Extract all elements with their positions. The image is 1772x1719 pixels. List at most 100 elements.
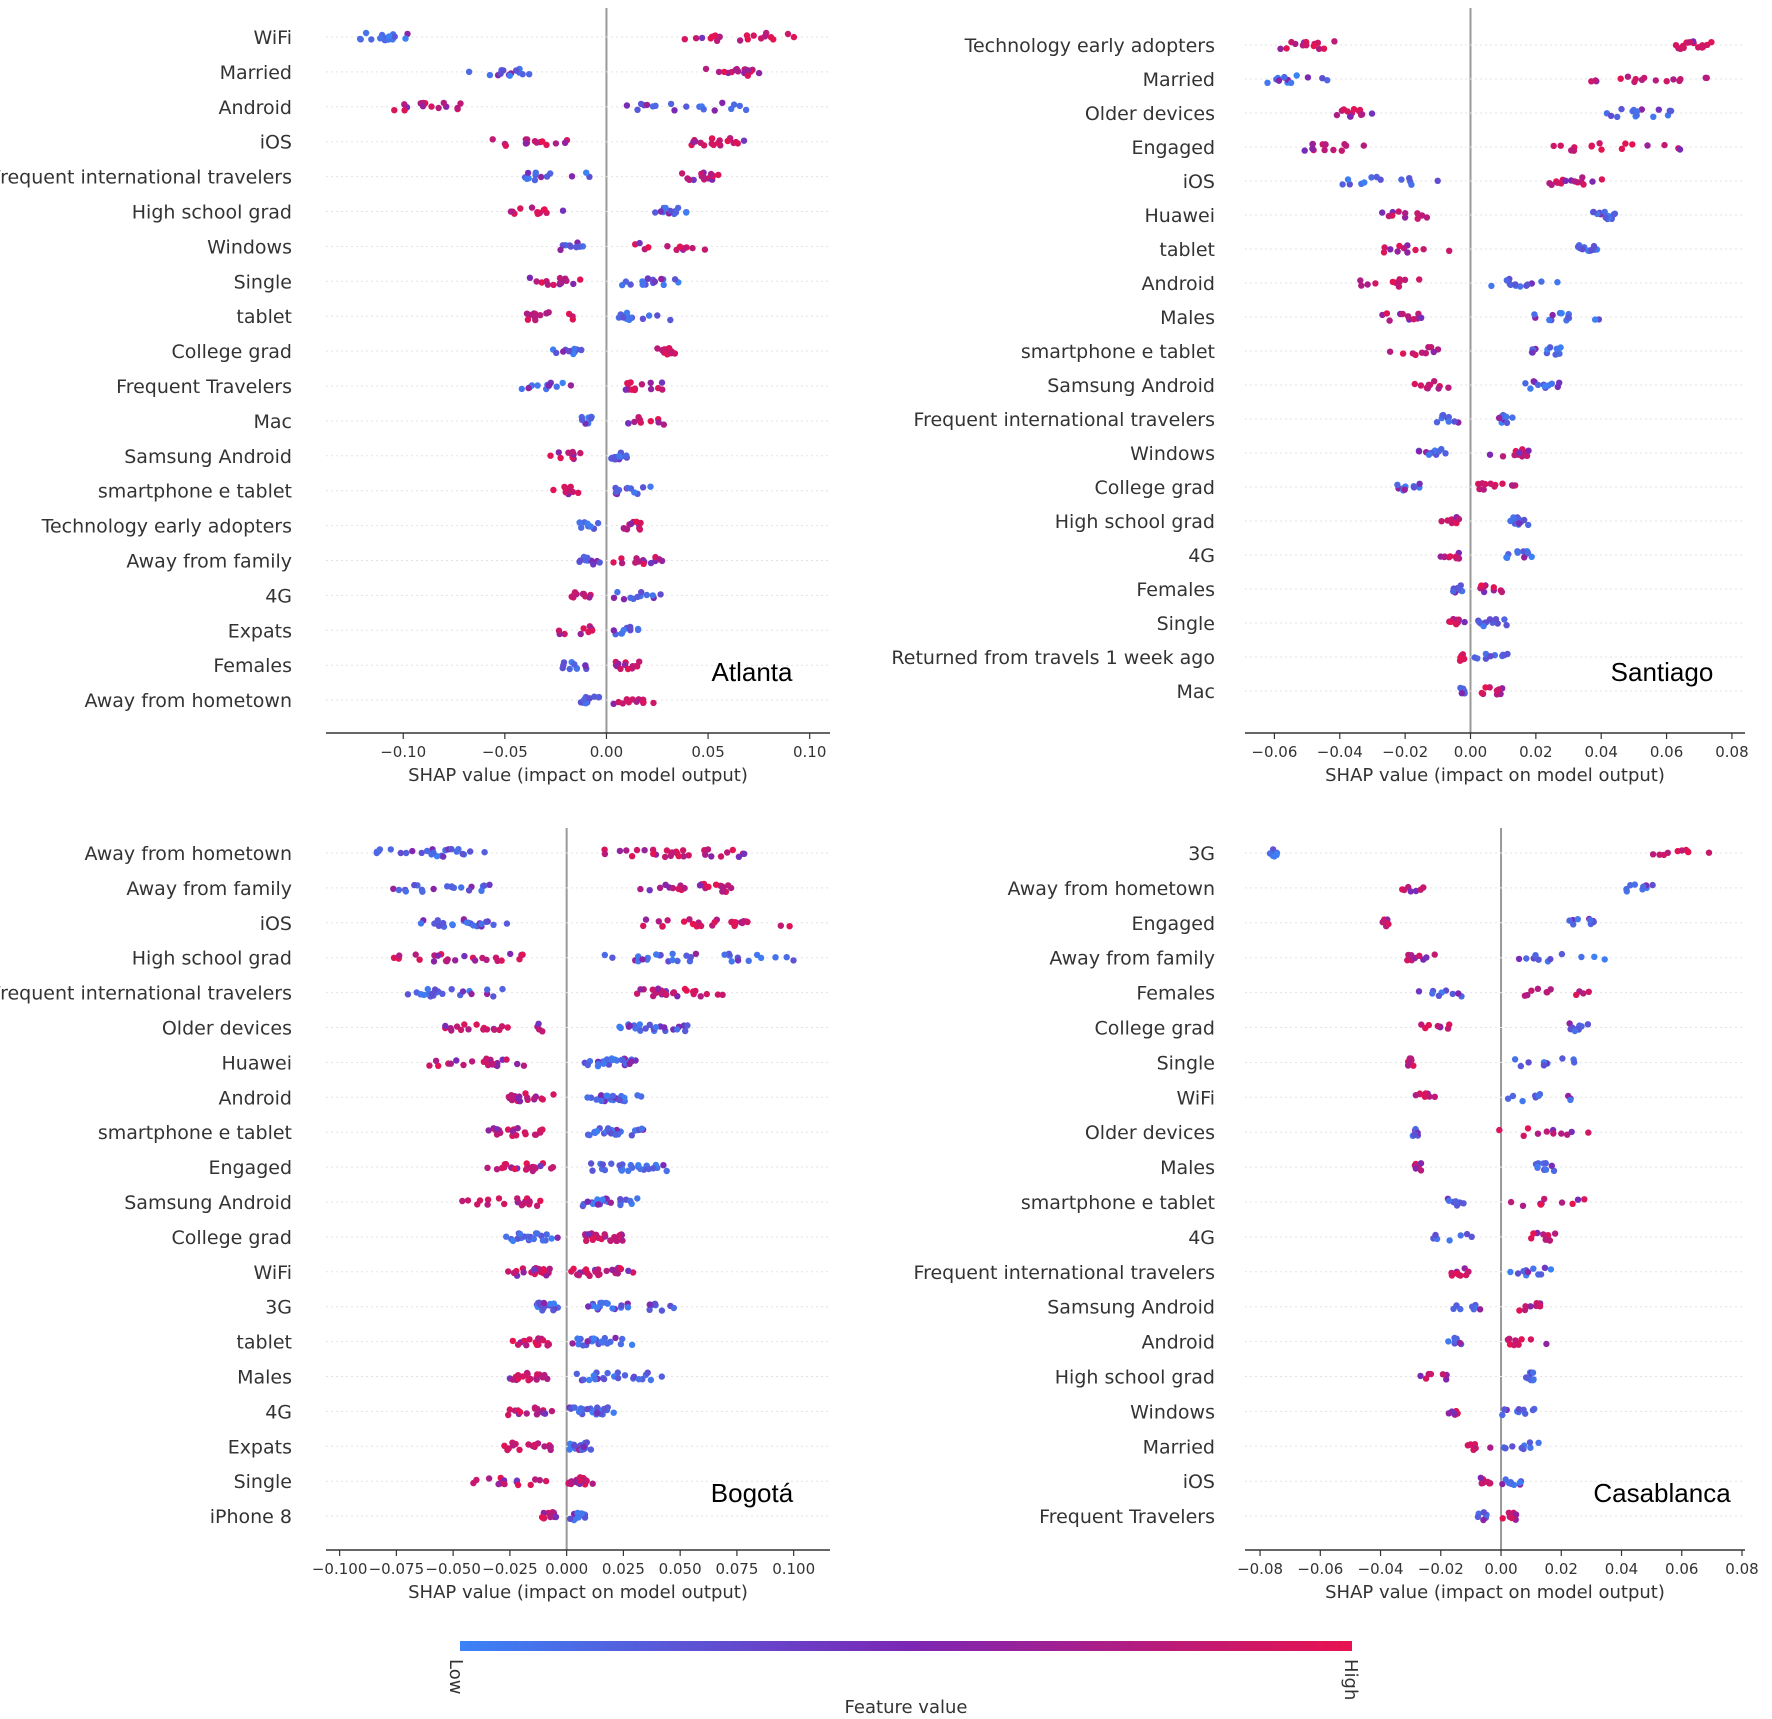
shap-point — [555, 627, 563, 634]
shap-point — [576, 519, 583, 526]
shap-point — [609, 1056, 616, 1064]
shap-point — [1565, 314, 1572, 321]
shap-point — [732, 66, 739, 74]
shap-point — [1487, 480, 1494, 487]
shap-point — [418, 849, 425, 857]
shap-point — [543, 1231, 550, 1238]
shap-point — [585, 1303, 592, 1310]
feature-label: Expats — [228, 1436, 292, 1458]
shap-point — [557, 246, 564, 254]
shap-point — [682, 1027, 689, 1035]
city-label: Atlanta — [712, 657, 793, 687]
shap-point — [579, 590, 587, 598]
shap-point — [612, 1131, 619, 1138]
shap-point — [532, 1476, 539, 1483]
feature-label: Windows — [207, 236, 292, 258]
shap-point — [514, 1481, 522, 1489]
shap-point — [783, 954, 790, 961]
shap-point — [717, 853, 725, 860]
shap-point — [1571, 1059, 1578, 1066]
shap-point — [636, 1021, 643, 1028]
shap-point — [570, 280, 577, 288]
shap-point — [634, 1092, 641, 1099]
shap-point — [786, 923, 793, 930]
shap-point — [636, 658, 643, 665]
feature-label: smartphone e tablet — [98, 1122, 292, 1144]
shap-point — [627, 379, 634, 386]
shap-point — [1670, 76, 1677, 83]
shap-point — [1445, 418, 1452, 425]
shap-point — [1557, 142, 1564, 149]
shap-point — [658, 557, 666, 565]
shap-point — [553, 383, 560, 390]
feature-label: iOS — [260, 132, 292, 154]
shap-point — [618, 1302, 625, 1309]
shap-point — [1547, 1266, 1555, 1273]
shap-point — [593, 1096, 600, 1103]
feature-label: Samsung Android — [1047, 375, 1215, 397]
shap-point — [1338, 147, 1346, 154]
shap-point — [672, 209, 680, 216]
shap-point — [1368, 110, 1376, 117]
shap-point — [1588, 78, 1595, 85]
shap-point — [501, 1480, 508, 1488]
shap-point — [586, 594, 593, 601]
shap-point — [707, 170, 715, 178]
feature-label: Older devices — [1085, 1122, 1215, 1144]
feature-label: Older devices — [162, 1018, 292, 1040]
shap-point — [1469, 1303, 1476, 1310]
shap-point — [518, 385, 525, 393]
shap-point — [1486, 616, 1494, 623]
shap-point — [396, 952, 403, 959]
shap-point — [490, 921, 497, 928]
shap-point — [502, 142, 509, 149]
shap-point — [680, 885, 688, 892]
shap-point — [601, 1405, 608, 1413]
shap-point — [390, 954, 398, 961]
shap-point — [1395, 208, 1402, 215]
shap-point — [516, 1230, 524, 1238]
shap-point — [653, 951, 660, 958]
shap-point — [1661, 141, 1668, 149]
shap-point — [571, 661, 578, 668]
shap-point — [609, 1305, 616, 1312]
shap-point — [447, 1060, 454, 1067]
shap-point — [1411, 1131, 1418, 1139]
shap-point — [1445, 384, 1452, 391]
shap-point — [522, 1090, 529, 1097]
shap-point — [1534, 1130, 1542, 1137]
shap-point — [627, 314, 634, 322]
shap-point — [552, 1513, 560, 1521]
feature-label: Samsung Android — [124, 1192, 292, 1214]
shap-point — [501, 1161, 508, 1168]
feature-label: Frequent international travelers — [914, 409, 1215, 431]
shap-point — [599, 1196, 606, 1203]
shap-point — [1488, 282, 1495, 290]
shap-point — [534, 1371, 541, 1378]
shap-point — [435, 1062, 442, 1070]
shap-point — [531, 176, 539, 184]
shap-point — [1591, 316, 1599, 323]
shap-point — [678, 170, 686, 177]
shap-point — [1504, 1095, 1512, 1102]
colorbar-title: Feature value — [845, 1697, 968, 1718]
shap-point — [635, 414, 642, 421]
shap-point — [1518, 1336, 1525, 1343]
shap-point — [680, 918, 688, 925]
shap-point — [1522, 1303, 1529, 1310]
shap-point — [1672, 42, 1680, 49]
shap-point — [544, 281, 552, 288]
shap-point — [1283, 45, 1290, 52]
x-tick-label: 0.06 — [1665, 1560, 1698, 1578]
shap-point — [703, 990, 710, 998]
shap-point — [1480, 1509, 1488, 1516]
shap-point — [1514, 1270, 1522, 1277]
shap-point — [617, 1340, 625, 1348]
feature-label: Samsung Android — [124, 446, 292, 468]
shap-point — [1333, 111, 1341, 119]
shap-point — [711, 107, 718, 114]
shap-point — [1288, 38, 1295, 46]
shap-point — [1410, 484, 1418, 491]
shap-point — [1503, 277, 1511, 284]
x-tick-label: 0.100 — [772, 1560, 815, 1578]
